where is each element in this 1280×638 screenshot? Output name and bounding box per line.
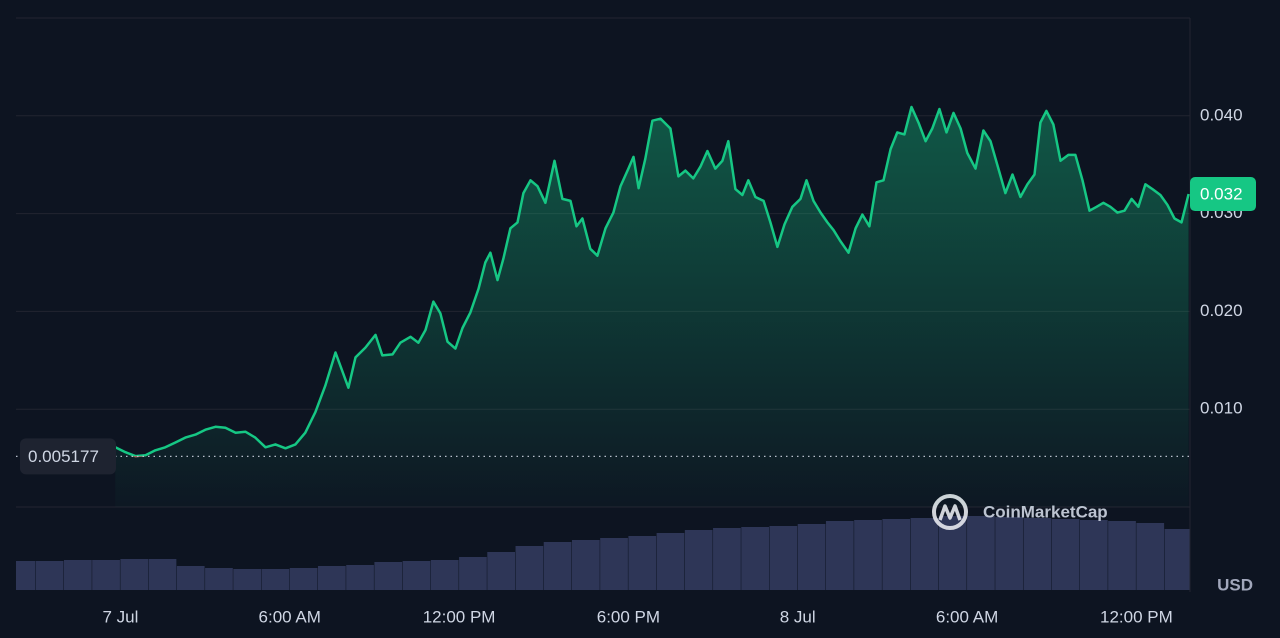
volume-bar (628, 536, 657, 590)
volume-bar (713, 528, 741, 590)
x-tick-label: 12:00 PM (423, 607, 496, 626)
volume-bar (289, 568, 318, 590)
y-tick-label: 0.020 (1200, 301, 1243, 320)
volume-bar (1023, 518, 1052, 590)
y-tick-label: 0.010 (1200, 399, 1243, 418)
watermark-logo-inner (938, 504, 962, 521)
volume-bar (63, 560, 92, 590)
volume-bar (684, 530, 713, 590)
volume-bar (910, 518, 939, 590)
volume-bar (205, 568, 233, 590)
volume-bar (825, 521, 854, 590)
reference-label: 0.005177 (28, 447, 99, 466)
volume-bar (967, 516, 995, 590)
volume-bar (1051, 519, 1080, 590)
x-tick-label: 7 Jul (102, 607, 138, 626)
volume-bar (120, 559, 149, 590)
volume-bar (402, 561, 431, 590)
volume-bar (487, 552, 516, 590)
volume-bar (515, 546, 544, 590)
currency-label: USD (1217, 575, 1253, 594)
volume-bar (1164, 529, 1190, 590)
x-tick-label: 6:00 PM (597, 607, 660, 626)
volume-bar (1108, 521, 1136, 590)
volume-bar (148, 559, 177, 590)
volume-bar (1079, 520, 1108, 590)
volume-bar (233, 569, 262, 590)
x-tick-label: 12:00 PM (1100, 607, 1173, 626)
volume-bar (656, 533, 685, 590)
current-price-badge (1190, 177, 1256, 212)
x-tick-label: 6:00 AM (936, 607, 998, 626)
volume-bar (459, 557, 487, 590)
volume-bar (430, 560, 459, 590)
price-area (115, 107, 1189, 507)
volume-bar (797, 524, 826, 590)
volume-bar (346, 565, 374, 590)
volume-bar (882, 519, 911, 590)
volume-bar (16, 561, 36, 590)
volume-bar (543, 542, 572, 590)
volume-bar (769, 526, 798, 590)
volume-bar (317, 566, 346, 590)
volume-bar (374, 562, 403, 590)
volume-bar (261, 569, 290, 590)
price-line (114, 105, 1190, 458)
volume-bar (741, 527, 770, 590)
x-tick-label: 8 Jul (780, 607, 816, 626)
volume-bar (854, 520, 882, 590)
volume-bar (995, 517, 1023, 590)
volume-bar (1136, 523, 1165, 590)
volume-bar (600, 538, 628, 590)
volume-bar (176, 566, 205, 590)
volume-bar (571, 540, 600, 590)
x-tick-label: 6:00 AM (259, 607, 321, 626)
reference-label-box (20, 438, 116, 475)
current-price-label: 0.032 (1200, 185, 1243, 204)
volume-bar (35, 561, 64, 590)
y-tick-label: 0.040 (1200, 105, 1243, 124)
volume-bar (92, 560, 120, 590)
watermark-text: CoinMarketCap (983, 502, 1108, 521)
